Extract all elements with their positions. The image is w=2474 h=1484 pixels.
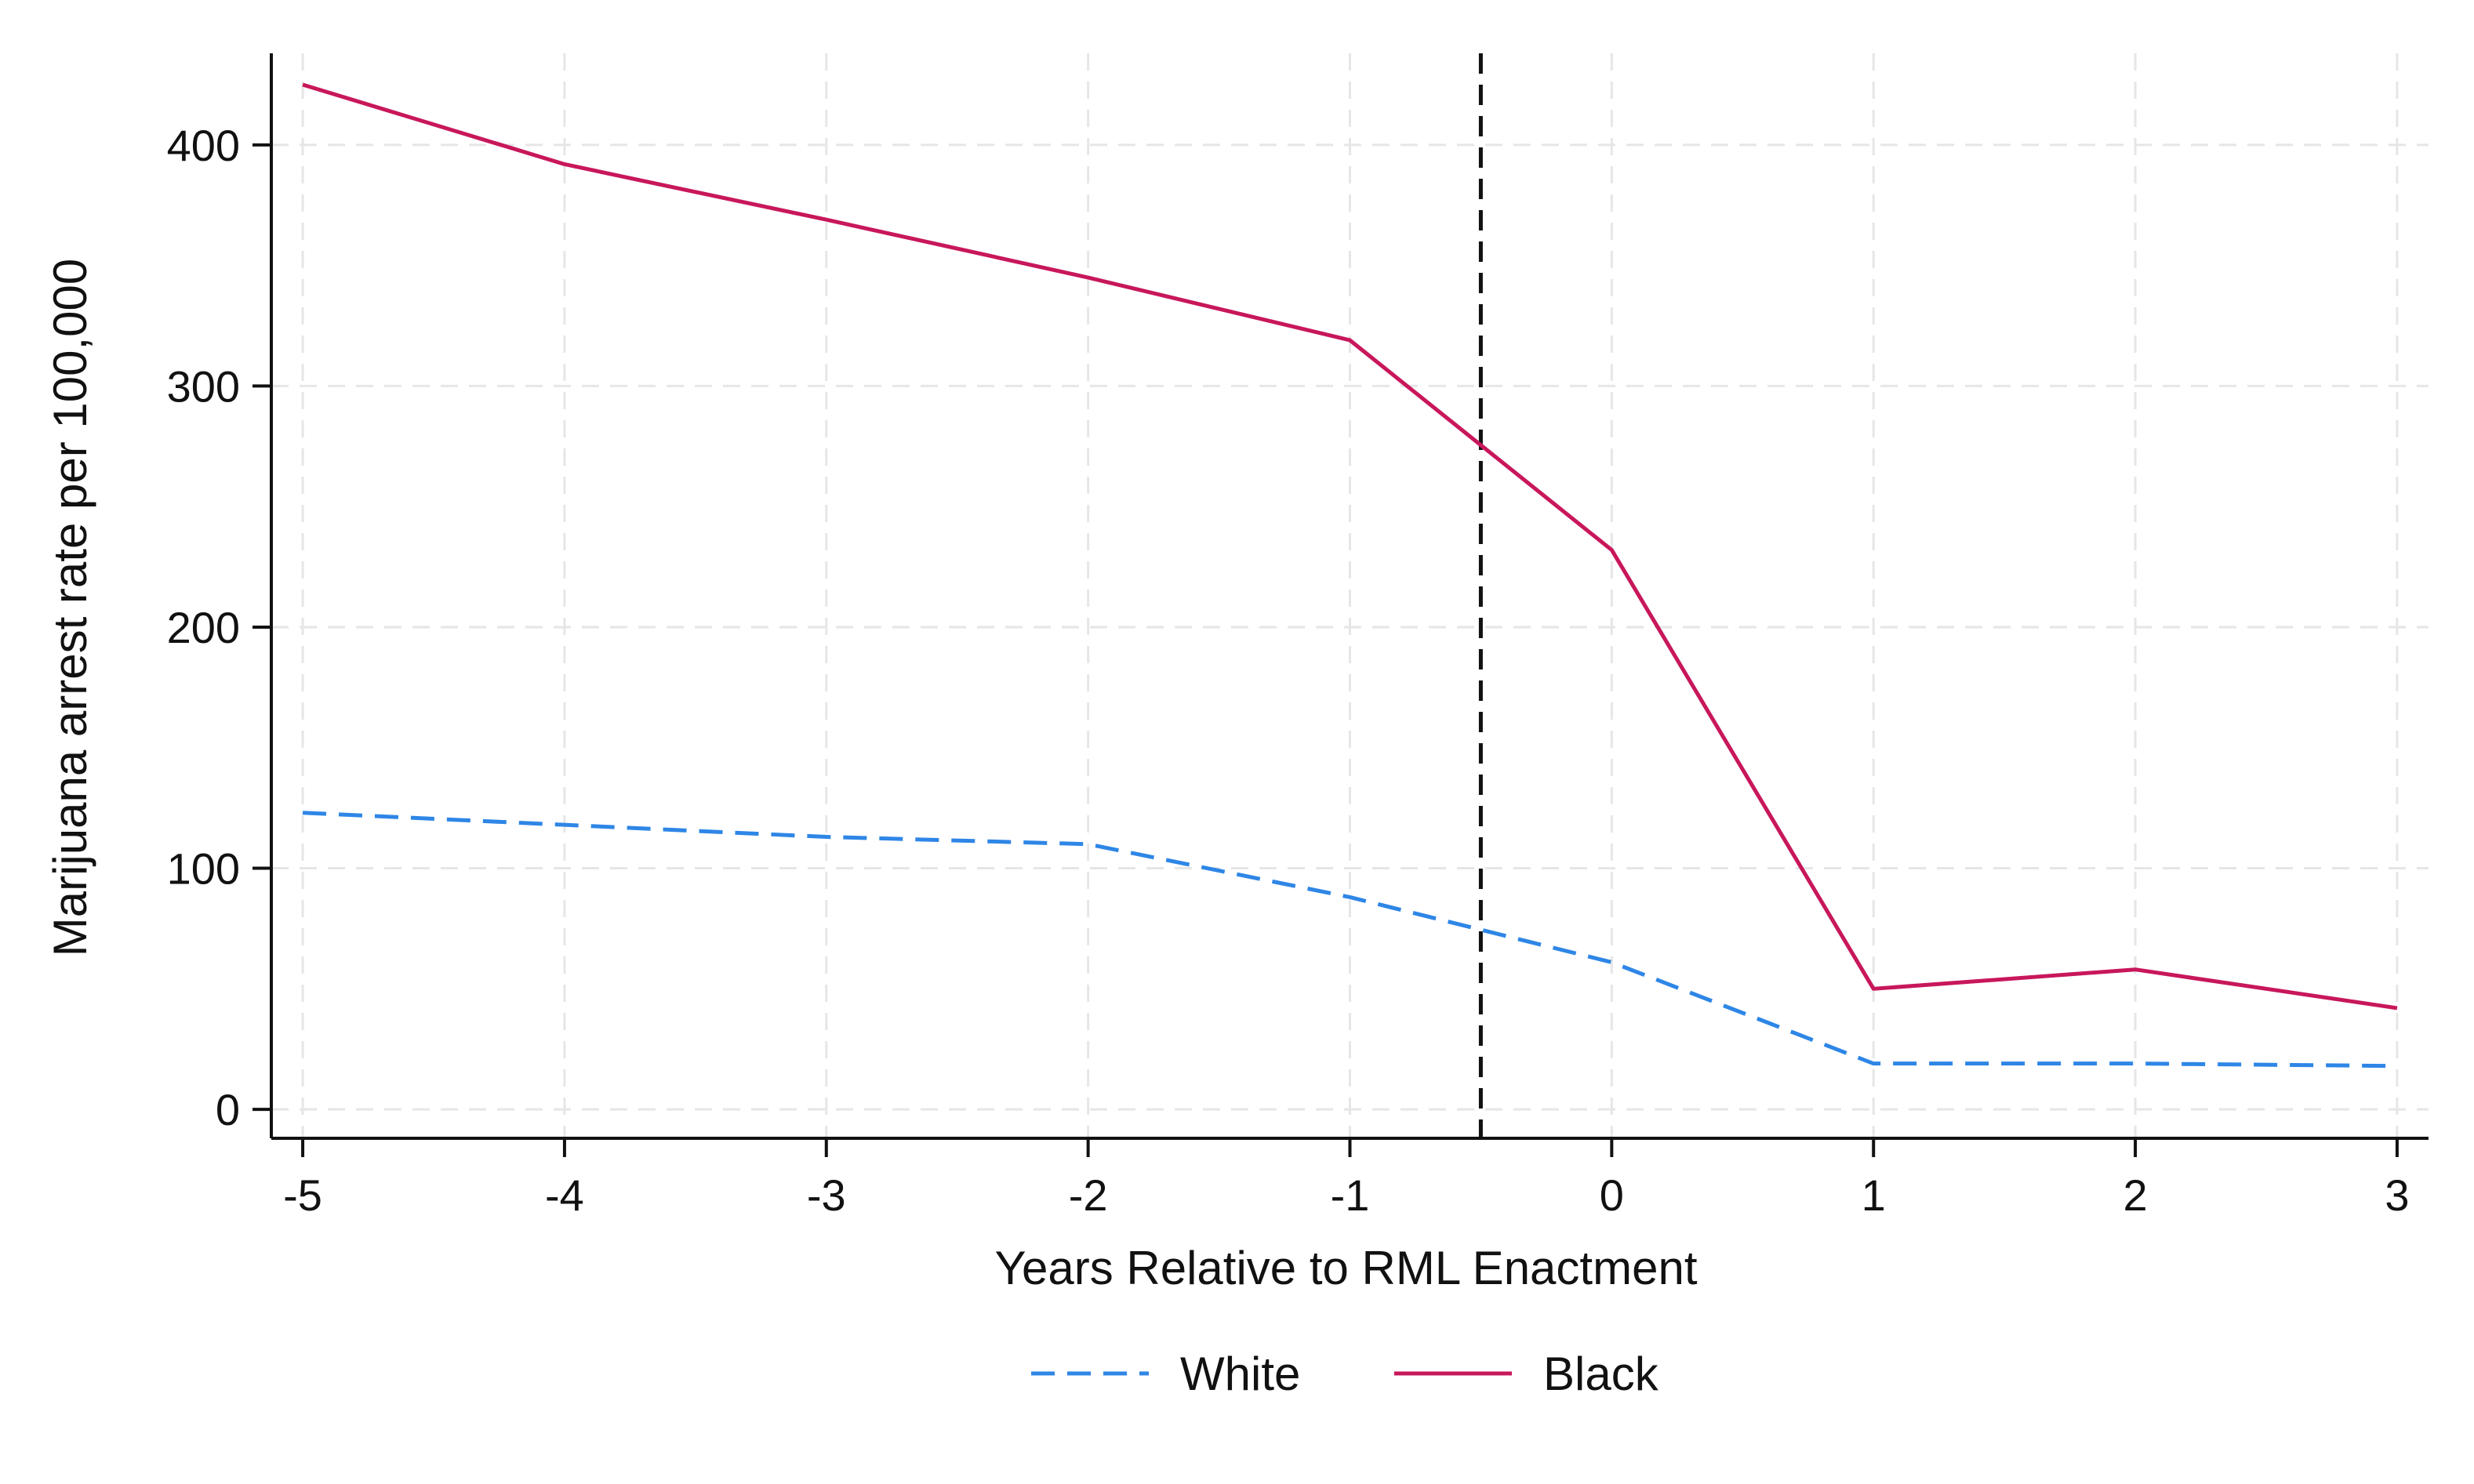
x-tick-label: 1: [1862, 1170, 1886, 1220]
y-tick-label: 200: [167, 603, 240, 652]
x-ticks: -5 -4 -3 -2 -1 0 1 2 3: [283, 1138, 2410, 1220]
x-tick-label: -5: [283, 1170, 322, 1220]
gridlines: [271, 53, 2429, 1138]
x-tick-label: -4: [545, 1170, 584, 1220]
legend-label-white: White: [1180, 1348, 1300, 1400]
x-axis-title: Years Relative to RML Enactment: [995, 1242, 1698, 1294]
x-tick-label: 0: [1600, 1170, 1624, 1220]
y-tick-label: 100: [167, 844, 240, 894]
legend-label-black: Black: [1543, 1348, 1659, 1400]
series-line-black: [302, 82, 2398, 1010]
y-ticks: 0 100 200 300 400: [167, 121, 271, 1134]
x-tick-label: 3: [2385, 1170, 2409, 1220]
x-tick-label: -1: [1331, 1170, 1370, 1220]
series-line-white: [302, 811, 2397, 1069]
y-tick-label: 300: [167, 361, 240, 411]
legend: White Black: [1031, 1348, 1659, 1400]
y-axis-title: Marijuana arrest rate per 100,000: [44, 259, 96, 957]
x-tick-label: 2: [2123, 1170, 2147, 1220]
y-tick-label: 0: [216, 1085, 240, 1134]
y-tick-label: 400: [167, 121, 240, 170]
x-tick-label: -2: [1069, 1170, 1108, 1220]
x-tick-label: -3: [807, 1170, 846, 1220]
series-lines: [302, 82, 2398, 1069]
